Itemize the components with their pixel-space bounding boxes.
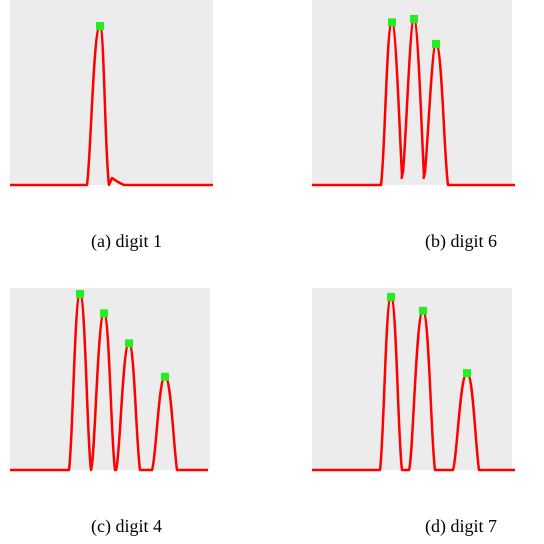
plot-background <box>10 0 213 185</box>
panel-d <box>312 288 544 476</box>
panel-b <box>312 0 544 190</box>
peak-marker-1 <box>96 22 104 30</box>
caption-b: (b) digit 6 <box>425 231 497 251</box>
plot-digit-6 <box>312 0 515 187</box>
plot-digit-4 <box>10 288 210 472</box>
caption-c: (c) digit 4 <box>91 516 162 536</box>
peak-marker-2 <box>410 15 418 23</box>
caption-a: (a) digit 1 <box>91 231 162 251</box>
plot-digit-7 <box>312 288 515 472</box>
peak-curve <box>10 292 208 472</box>
plot-digit-1 <box>10 0 213 187</box>
peak-marker-4 <box>161 372 169 381</box>
peak-marker-1 <box>76 290 84 298</box>
caption-d: (d) digit 7 <box>425 516 497 536</box>
peak-marker-3 <box>125 339 133 348</box>
panel-c <box>10 288 210 476</box>
panel-a <box>10 0 215 190</box>
peak-marker-1 <box>387 293 395 301</box>
peak-marker-3 <box>463 369 471 378</box>
peak-marker-3 <box>432 39 440 48</box>
peak-marker-2 <box>100 309 108 318</box>
peak-marker-2 <box>419 306 427 315</box>
peak-marker-1 <box>388 18 396 27</box>
